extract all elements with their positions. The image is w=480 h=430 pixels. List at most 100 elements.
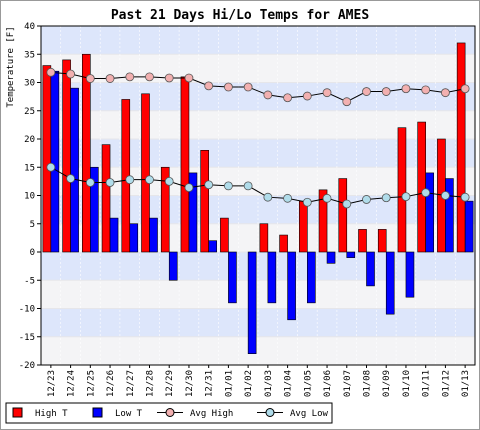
avg-low-point bbox=[164, 176, 174, 186]
avg-high-point bbox=[85, 74, 95, 83]
x-tick-label: 01/07 bbox=[343, 370, 353, 397]
high-temp-bar bbox=[42, 65, 52, 253]
legend: High T Low T Avg High Avg Low bbox=[5, 402, 333, 424]
x-tick-label: 01/13 bbox=[461, 370, 471, 397]
x-axis-ticks: 12/23 12/24 12/25 12/26 12/27 12/28 12/29 12/30… bbox=[47, 365, 471, 397]
high-temp-bar bbox=[338, 178, 348, 253]
low-temp-bar bbox=[385, 251, 395, 315]
avg-high-point bbox=[184, 73, 194, 83]
high-temp-bar bbox=[200, 150, 209, 253]
avg-low-point bbox=[105, 178, 115, 187]
avg-high-point bbox=[421, 85, 431, 95]
avg-high-point bbox=[460, 84, 470, 94]
y-tick-label: 15 bbox=[24, 163, 35, 173]
avg-high-point bbox=[283, 93, 292, 103]
high-temp-bar bbox=[62, 59, 71, 253]
avg-low-point bbox=[263, 192, 273, 202]
avg-high-point bbox=[204, 81, 214, 91]
avg-high-point bbox=[105, 74, 115, 83]
avg-high-point bbox=[342, 97, 352, 107]
avg-low-point bbox=[46, 162, 56, 172]
avg-high-point bbox=[263, 90, 273, 100]
x-tick-label: 01/02 bbox=[244, 370, 254, 397]
x-tick-label: 12/23 bbox=[47, 370, 57, 397]
avg-high-point bbox=[362, 87, 371, 96]
low-temp-bar bbox=[464, 200, 474, 253]
avg-high-point bbox=[224, 82, 233, 92]
avg-low-point bbox=[322, 193, 332, 203]
avg-low-point bbox=[66, 174, 75, 183]
avg-high-point bbox=[145, 72, 154, 82]
legend-label-avg-low: Avg Low bbox=[290, 409, 329, 419]
avg-low-point bbox=[145, 175, 154, 185]
avg-low-point bbox=[460, 192, 470, 202]
low-temp-bar bbox=[90, 166, 99, 253]
low-temp-bar bbox=[228, 251, 237, 304]
x-tick-label: 01/06 bbox=[323, 370, 333, 397]
avg-low-line bbox=[46, 162, 470, 209]
avg-low-point bbox=[85, 178, 95, 187]
avg-low-point bbox=[184, 183, 194, 192]
x-tick-label: 01/12 bbox=[441, 370, 451, 397]
high-temp-bar bbox=[180, 76, 190, 253]
high-temp-bar bbox=[160, 166, 170, 253]
high-temp-bar bbox=[358, 229, 367, 253]
x-tick-label: 12/26 bbox=[106, 370, 116, 397]
chart-title: Past 21 Days Hi/Lo Temps for AMES bbox=[111, 8, 369, 23]
low-temp-bars bbox=[50, 70, 474, 354]
low-temp-bar bbox=[109, 217, 119, 253]
y-tick-label: -10 bbox=[19, 305, 35, 315]
high-temp-bar bbox=[377, 229, 387, 253]
avg-high-point bbox=[401, 84, 411, 94]
avg-high-point bbox=[125, 72, 135, 82]
x-tick-label: 12/31 bbox=[205, 370, 215, 397]
avg-high-point bbox=[243, 82, 253, 92]
avg-low-point bbox=[125, 175, 135, 185]
low-temp-bar bbox=[149, 217, 158, 253]
low-temp-bar bbox=[70, 87, 79, 253]
avg-high-point bbox=[164, 73, 174, 83]
low-temp-bar bbox=[188, 172, 198, 253]
avg-low-point bbox=[302, 197, 312, 207]
legend-marker-avg-low bbox=[265, 408, 275, 417]
avg-high-line bbox=[46, 67, 470, 107]
high-temp-bar bbox=[417, 121, 426, 253]
high-temp-bar bbox=[318, 189, 328, 253]
y-tick-label: 0 bbox=[30, 248, 35, 258]
x-tick-label: 01/05 bbox=[303, 370, 313, 397]
y-tick-label: 40 bbox=[24, 22, 35, 32]
x-tick-label: 01/08 bbox=[363, 370, 373, 397]
high-temp-bar bbox=[299, 200, 308, 253]
y-axis-ticks: -20 -15 -10 -5 0 5 10 15 20 25 30 35 40 bbox=[19, 22, 41, 371]
high-temp-bar bbox=[220, 217, 229, 253]
low-temp-bar bbox=[168, 251, 178, 281]
legend-swatch-low bbox=[92, 407, 103, 418]
y-tick-label: 25 bbox=[24, 107, 35, 117]
x-tick-label: 12/25 bbox=[86, 370, 96, 397]
x-tick-label: 01/09 bbox=[382, 370, 392, 397]
avg-low-point bbox=[283, 193, 292, 203]
avg-low-polyline bbox=[50, 166, 466, 205]
y-tick-label: -5 bbox=[24, 276, 35, 286]
avg-high-point bbox=[441, 88, 450, 98]
avg-low-point bbox=[224, 181, 233, 191]
low-temp-bar bbox=[307, 251, 316, 304]
low-temp-bar bbox=[326, 251, 336, 264]
avg-low-point bbox=[204, 180, 214, 190]
y-tick-label: 35 bbox=[24, 50, 35, 60]
avg-high-polyline bbox=[50, 71, 466, 103]
low-temp-bar bbox=[287, 251, 296, 321]
x-tick-label: 12/30 bbox=[185, 370, 195, 397]
avg-high-point bbox=[46, 67, 56, 77]
y-tick-label: 20 bbox=[24, 135, 35, 145]
x-tick-label: 01/04 bbox=[284, 370, 294, 397]
legend-label-low: Low T bbox=[115, 409, 143, 419]
high-temp-bar bbox=[279, 234, 288, 253]
y-tick-label: 5 bbox=[30, 220, 35, 230]
avg-high-point bbox=[322, 88, 332, 98]
x-tick-label: 12/29 bbox=[165, 370, 175, 397]
low-temp-bar bbox=[425, 172, 434, 253]
high-temp-bar bbox=[397, 127, 407, 253]
avg-low-point bbox=[342, 199, 352, 209]
